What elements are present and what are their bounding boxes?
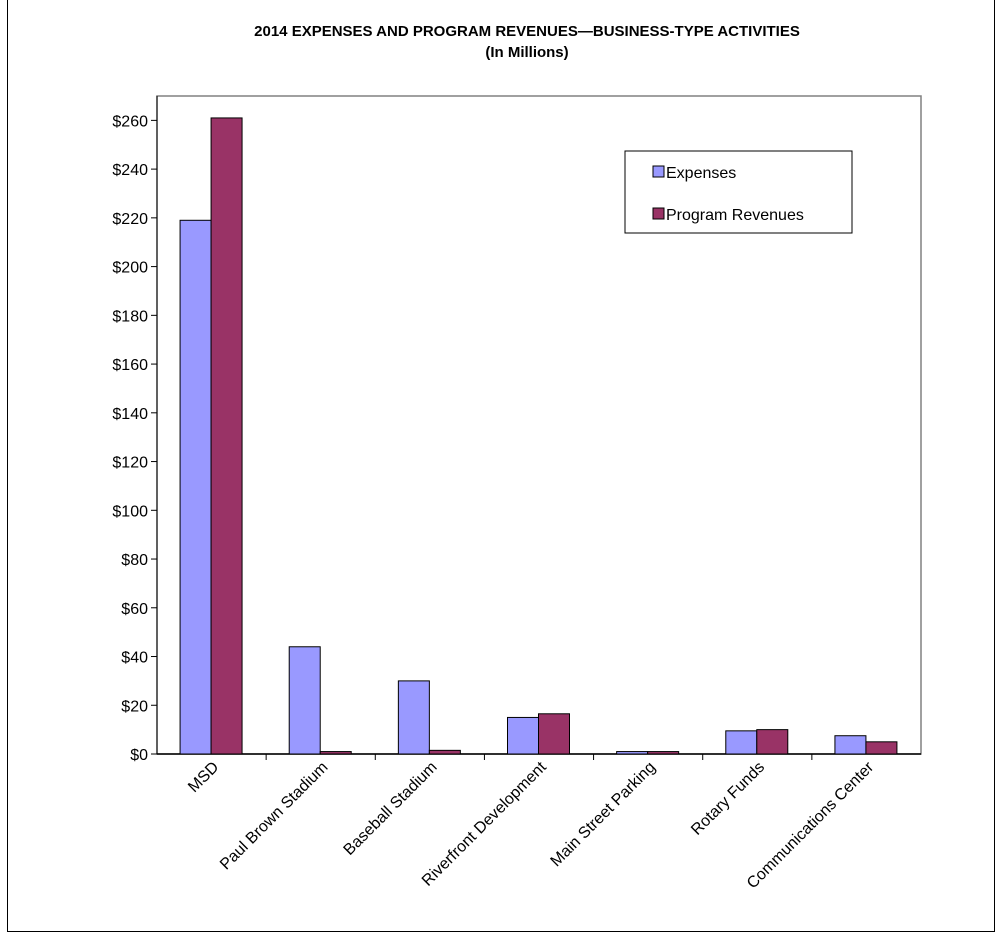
bar-expenses: [179, 219, 212, 755]
bar-program-revenues: [647, 751, 680, 755]
x-tick-label: Riverfront Development: [419, 758, 550, 889]
y-tick-label: $0: [130, 747, 148, 764]
legend-label: Program Revenues: [666, 207, 804, 224]
bar-expenses: [725, 730, 758, 755]
y-tick-label: $200: [112, 260, 148, 277]
chart-subtitle: (In Millions): [485, 44, 568, 61]
legend-swatch: [652, 207, 665, 220]
y-tick-label: $80: [121, 552, 148, 569]
y-axis: $0 $20 $40 $60 $80 $100 $120 $140 $160 $180 $200 $2…: [112, 96, 921, 764]
bar-program-revenues: [428, 749, 461, 755]
bars: [179, 117, 898, 755]
bar-expenses: [507, 716, 539, 755]
bar-program-revenues: [865, 741, 898, 755]
x-tick-label: Paul Brown Stadium: [217, 759, 332, 874]
y-tick-label: $220: [112, 211, 148, 228]
y-tick-label: $20: [121, 698, 148, 715]
bar-expenses: [397, 680, 430, 755]
bar-expenses: [288, 646, 321, 755]
bar-expenses: [834, 735, 867, 755]
legend: Expenses Program Revenues: [624, 150, 853, 234]
bar-program-revenues: [319, 751, 352, 755]
y-tick-label: $60: [121, 601, 148, 618]
x-tick-label: Rotary Funds: [688, 759, 768, 839]
bar-expenses: [616, 751, 649, 755]
x-tick-label: Main Street Parking: [548, 759, 659, 870]
bar-program-revenues: [210, 117, 243, 755]
legend-label: Expenses: [666, 165, 736, 182]
bar-program-revenues: [756, 729, 789, 755]
y-tick-label: $140: [112, 406, 148, 423]
chart-title: 2014 EXPENSES AND PROGRAM REVENUES—BUSIN…: [254, 23, 800, 40]
y-tick-label: $100: [112, 503, 148, 520]
bar-program-revenues: [538, 713, 570, 755]
y-tick-label: $240: [112, 162, 148, 179]
x-tick-label: Communications Center: [744, 758, 878, 892]
x-tick-label: Baseball Stadium: [341, 759, 441, 859]
y-tick-label: $120: [112, 455, 148, 472]
y-tick-label: $260: [112, 113, 148, 130]
y-tick-label: $180: [112, 308, 148, 325]
y-tick-label: $160: [112, 357, 148, 374]
y-tick-label: $40: [121, 650, 148, 667]
x-tick-label: MSD: [185, 759, 222, 796]
legend-swatch: [652, 165, 665, 178]
